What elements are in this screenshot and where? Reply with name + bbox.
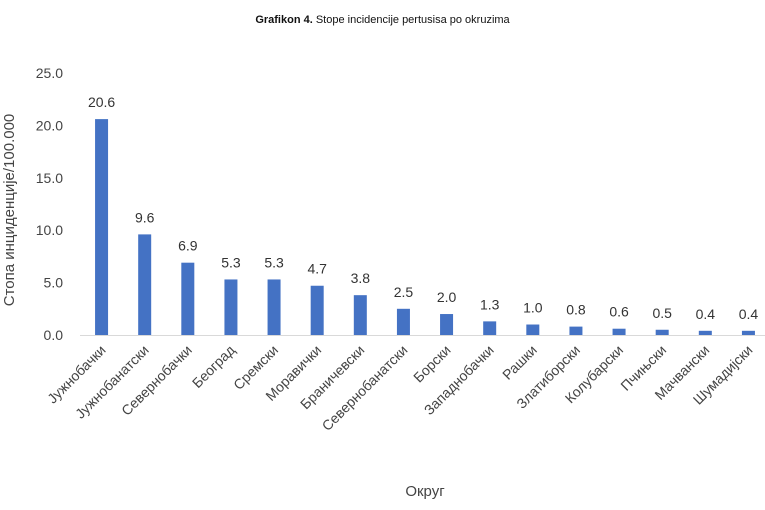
data-label: 0.6	[609, 304, 629, 320]
data-label: 1.3	[480, 296, 500, 312]
x-tick-label: Јужнобанатски	[72, 342, 152, 422]
data-labels-group: 20.6 9.6 6.9 5.3 5.3 4.7 3.8 2.5 2.0 1.3 1.0 0.8 0.6…	[88, 94, 758, 322]
bar	[310, 285, 324, 335]
chart-title-prefix: Grafikon 4.	[255, 14, 313, 26]
y-tick-label: 25.0	[36, 65, 63, 81]
bar	[612, 328, 626, 335]
x-axis-title: Округ	[405, 483, 445, 500]
data-label: 0.4	[696, 306, 716, 322]
x-tick-label: Рашки	[499, 342, 540, 383]
bar	[267, 279, 281, 335]
bar	[569, 326, 583, 335]
bar	[440, 314, 454, 335]
x-axis: ЈужнобачкиЈужнобанатскиСевернобачкиБеогр…	[44, 342, 756, 434]
data-label: 1.0	[523, 300, 543, 316]
x-tick-label: Београд	[189, 342, 238, 391]
y-tick-label: 5.0	[44, 275, 64, 291]
data-label: 0.8	[566, 302, 586, 318]
data-label: 3.8	[351, 270, 371, 286]
bar	[483, 321, 497, 335]
data-label: 6.9	[178, 238, 198, 254]
y-tick-label: 15.0	[36, 170, 63, 186]
data-label: 2.5	[394, 284, 414, 300]
data-label: 0.4	[739, 306, 759, 322]
y-axis: 0.0 5.0 10.0 15.0 20.0 25.0	[36, 65, 63, 343]
data-label: 5.3	[264, 254, 284, 270]
bar	[353, 295, 367, 335]
bars-group	[95, 119, 755, 335]
bar	[698, 330, 712, 335]
data-label: 2.0	[437, 289, 457, 305]
data-label: 0.5	[652, 305, 672, 321]
bar	[181, 262, 195, 335]
y-tick-label: 20.0	[36, 117, 63, 133]
bar	[224, 279, 238, 335]
data-label: 9.6	[135, 209, 155, 225]
bar	[396, 308, 410, 335]
data-label: 5.3	[221, 254, 241, 270]
bar	[138, 234, 152, 335]
bar	[95, 119, 109, 335]
y-tick-label: 0.0	[44, 327, 64, 343]
y-tick-label: 10.0	[36, 222, 63, 238]
bar	[526, 324, 540, 335]
chart-title: Grafikon 4. Stope incidencije pertusisa …	[0, 14, 765, 26]
data-label: 20.6	[88, 94, 115, 110]
chart-title-text: Stope incidencije pertusisa po okruzima	[315, 14, 510, 26]
bar	[741, 330, 755, 335]
bar	[655, 329, 669, 335]
data-label: 4.7	[307, 261, 327, 277]
y-axis-title: Стопа инциденције/100.000	[1, 114, 18, 307]
